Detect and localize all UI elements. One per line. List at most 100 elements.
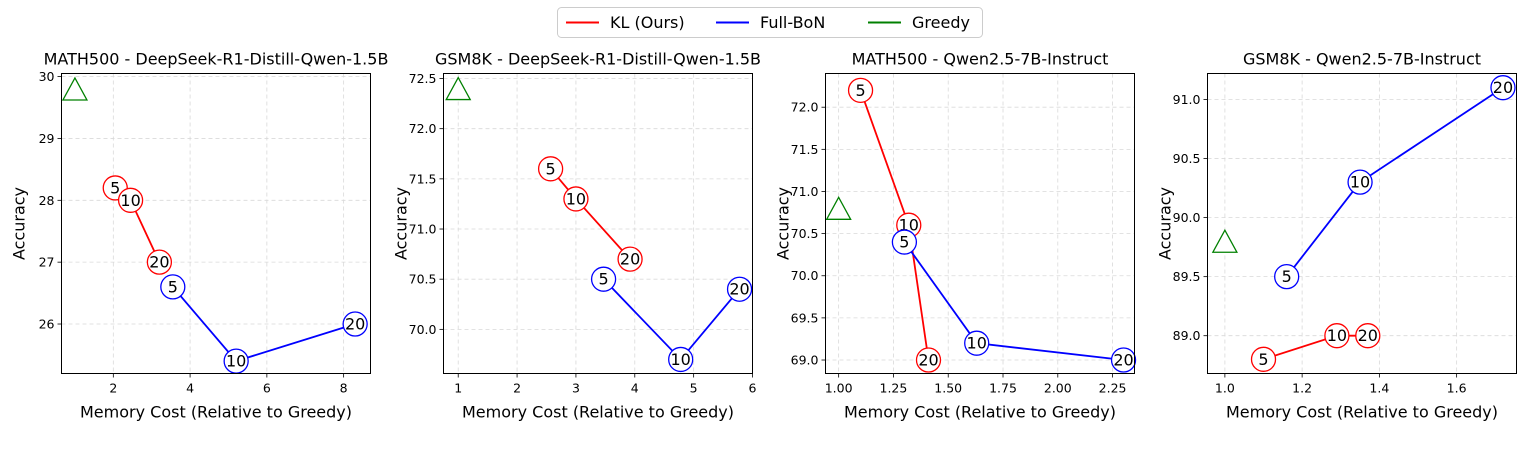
panel-3-xtick-label-3: 1.75 — [989, 381, 1017, 396]
panel-4-ytick-label-4: 91.0 — [1173, 92, 1201, 107]
panel-2-ytick-label-4: 72.0 — [409, 121, 437, 136]
legend-label-1: KL (Ours) — [610, 13, 685, 32]
panel-3-title: MATH500 - Qwen2.5-7B-Instruct — [852, 50, 1109, 69]
panel-4-bon-line — [1285, 86, 1504, 278]
legend-label-2: Full-BoN — [760, 13, 825, 32]
panel-2-kl-point-2 — [563, 186, 589, 212]
legend-frame — [557, 7, 983, 38]
panel-4-xlabel: Memory Cost (Relative to Greedy) — [1226, 403, 1498, 422]
panel-2-ytick-label-2: 71.0 — [409, 222, 437, 237]
panel-4-title: GSM8K - Qwen2.5-7B-Instruct — [1243, 50, 1481, 69]
panel-2-kl-line — [549, 168, 631, 260]
panel-3-kl-point-label-3: 20 — [918, 351, 938, 370]
panel-4-kl-point-1 — [1250, 346, 1277, 372]
panel-1-kl-point-2 — [117, 187, 144, 213]
panel-2-xtick-label-5: 6 — [749, 381, 757, 396]
panel-2-bon-point-2 — [668, 346, 694, 373]
panel-3-ytick-label-4: 71.0 — [791, 184, 819, 199]
panel-3-ytick-label-6: 72.0 — [791, 100, 819, 115]
panel-2-ytick-label-5: 72.5 — [409, 71, 437, 86]
panel-2-kl-point-label-2: 10 — [566, 189, 586, 208]
panel-4-kl-line — [1263, 334, 1368, 361]
panel-2-xlabel: Memory Cost (Relative to Greedy) — [462, 403, 734, 422]
panel-1-bon-point-label-3: 20 — [345, 315, 365, 334]
panel-3-bon-point-label-2: 10 — [967, 334, 987, 353]
panel-3-kl-point-3 — [915, 347, 942, 373]
panel-1-kl-point-label-3: 20 — [149, 253, 169, 272]
panel-2-frame — [443, 73, 753, 374]
panel-4-ytick-label-2: 90.0 — [1173, 210, 1201, 225]
panel-1-frame — [61, 73, 371, 374]
panel-3-ytick-label-1: 69.5 — [791, 310, 819, 325]
panel-4: 1.0 1.2 1.4 1.6 89.0 89.5 90.0 90.5 91.0 5 10 20 5 10… — [1156, 50, 1517, 422]
panel-4-xtick-label-0: 1.0 — [1215, 381, 1235, 396]
panel-2-title: GSM8K - DeepSeek-R1-Distill-Qwen-1.5B — [435, 50, 761, 69]
panel-3-bon-point-3 — [1110, 347, 1137, 373]
panel-1-ylabel: Accuracy — [10, 187, 29, 260]
panel-4-bon-point-2 — [1347, 169, 1373, 195]
panel-1-ytick-label-3: 29 — [39, 131, 55, 146]
panel-1-kl-point-label-2: 10 — [120, 191, 140, 210]
panel-3-ytick-label-0: 69.0 — [791, 353, 819, 368]
panel-1-xtick-label-2: 6 — [263, 381, 271, 396]
panel-1-xtick-label-1: 4 — [186, 381, 194, 396]
panel-1-xtick-label-3: 8 — [340, 381, 348, 396]
panel-2-ytick-label-0: 70.0 — [409, 322, 437, 337]
panel-1-ytick-label-4: 30 — [39, 69, 55, 84]
panel-1-ytick-label-0: 26 — [39, 317, 55, 332]
panel-2: 1 2 3 4 5 6 70.0 70.5 71.0 71.5 72.0 72.5 5 10 20 5 10 20… — [392, 50, 762, 422]
panel-3-ylabel: Accuracy — [774, 187, 793, 260]
panel-1-kl-point-3 — [146, 249, 173, 275]
panel-4-bon-point-label-3: 20 — [1493, 78, 1513, 97]
panel-4-kl-point-label-3: 20 — [1358, 326, 1378, 345]
panel-3-ytick-label-5: 71.5 — [791, 142, 819, 157]
panel-4-xtick-label-1: 1.2 — [1292, 381, 1312, 396]
panel-2-bon-point-label-3: 20 — [729, 280, 749, 299]
panel-2-ytick-label-3: 71.5 — [409, 171, 437, 186]
panel-3-xtick-label-0: 1.00 — [825, 381, 853, 396]
panel-4-bon-point-label-1: 5 — [1282, 267, 1292, 286]
panel-2-kl-point-3 — [617, 246, 643, 272]
panel-3-frame — [825, 73, 1135, 374]
panel-4-greedy-marker — [1211, 228, 1238, 253]
panel-3-xtick-label-1: 1.25 — [880, 381, 908, 396]
panel-4-bon-point-label-2: 10 — [1350, 173, 1370, 192]
panel-4-kl-point-2 — [1324, 323, 1350, 349]
panel-1-kl-point-label-1: 5 — [110, 178, 120, 197]
panel-4-kl-point-label-2: 10 — [1327, 326, 1347, 345]
panel-3-bon-line — [903, 241, 1124, 361]
panel-3-bon-point-2 — [964, 330, 990, 356]
panel-1-title: MATH500 - DeepSeek-R1-Distill-Qwen-1.5B — [44, 50, 389, 69]
panel-2-kl-point-label-3: 20 — [620, 250, 640, 269]
panel-1-bon-point-label-2: 10 — [226, 352, 246, 371]
panel-4-ytick-label-0: 89.0 — [1173, 328, 1201, 343]
panel-2-xtick-label-3: 4 — [631, 381, 639, 396]
panel-2-bon-point-3 — [726, 276, 753, 302]
panel-2-bon-point-label-1: 5 — [598, 270, 608, 289]
panel-2-xtick-label-2: 3 — [572, 381, 580, 396]
panel-1-greedy-marker — [61, 76, 89, 101]
panel-2-bon-point-1 — [590, 266, 617, 292]
panel-3-bon-point-label-1: 5 — [899, 233, 909, 252]
legend: KL (Ours) Full-BoN Greedy — [557, 7, 983, 38]
panel-3-kl-point-1 — [847, 77, 874, 104]
panel-3-xtick-label-5: 2.25 — [1099, 381, 1127, 396]
panel-3-kl-point-label-1: 5 — [855, 81, 865, 100]
panel-1-xtick-label-0: 2 — [109, 381, 117, 396]
panel-1-bon-point-label-1: 5 — [168, 277, 178, 296]
panel-2-ytick-label-1: 70.5 — [409, 272, 437, 287]
panel-1-bon-point-1 — [160, 274, 186, 300]
panel-3-ytick-label-3: 70.5 — [791, 226, 819, 241]
panel-4-bon-point-1 — [1274, 263, 1300, 290]
panel-3-bon-point-label-3: 20 — [1113, 351, 1133, 370]
panel-4-bon-point-3 — [1490, 75, 1516, 101]
panel-2-bon-point-label-2: 10 — [671, 350, 691, 369]
panel-3-ytick-label-2: 70.0 — [791, 268, 819, 283]
panel-4-ytick-label-1: 89.5 — [1173, 269, 1201, 284]
panel-4-kl-point-label-1: 5 — [1258, 350, 1268, 369]
panel-4-kl-point-3 — [1355, 323, 1381, 349]
panel-3-xlabel: Memory Cost (Relative to Greedy) — [844, 403, 1116, 422]
panel-1-bon-point-3 — [342, 311, 368, 337]
panel-3-xtick-label-4: 2.00 — [1044, 381, 1072, 396]
